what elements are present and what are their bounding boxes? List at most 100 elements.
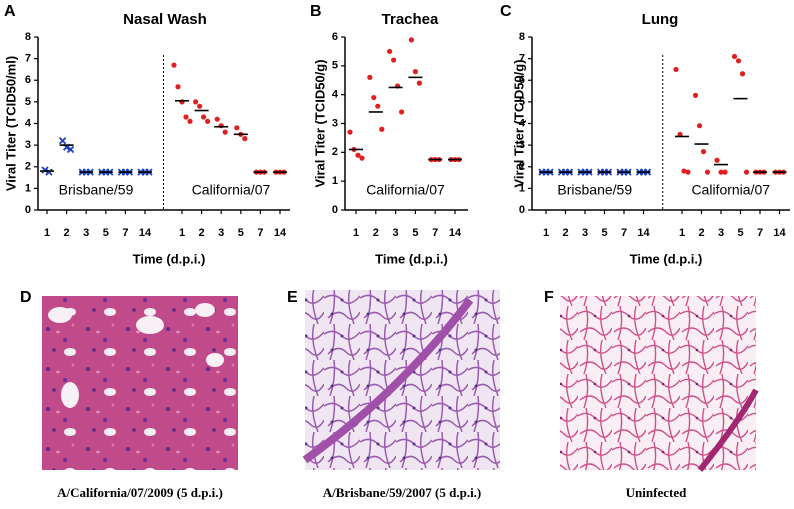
data-point — [739, 71, 746, 77]
y-tick-label: 0 — [25, 204, 31, 216]
y-tick-label: 8 — [519, 31, 525, 43]
y-tick-label: 5 — [25, 96, 31, 108]
x-tick-label: 1 — [543, 227, 549, 239]
x-tick-label: 14 — [773, 227, 786, 239]
y-tick-label: 3 — [519, 139, 525, 151]
micrograph — [560, 296, 756, 470]
data-point — [673, 66, 679, 73]
data-point — [704, 169, 711, 175]
data-point — [696, 123, 703, 129]
y-tick-label: 4 — [25, 117, 32, 129]
data-point — [391, 57, 397, 63]
data-point — [187, 118, 193, 124]
chart-title: Nasal Wash — [123, 11, 207, 28]
x-tick-label: 7 — [122, 227, 128, 239]
y-axis-title: Viral Titer (TCID50/g) — [312, 59, 327, 187]
y-tick-label: 1 — [519, 182, 525, 194]
data-point — [175, 84, 181, 90]
y-tick-label: 6 — [519, 74, 525, 86]
y-tick-label: 0 — [519, 204, 525, 216]
x-tick-label: 7 — [257, 227, 263, 239]
data-point — [201, 114, 207, 120]
dot-plot: A Nasal Wash Viral Titer (TCID50/ml) 0 1 2 3 4 5… — [3, 3, 290, 266]
panel-letter: B — [310, 3, 322, 20]
group-label: Brisbane/59 — [557, 182, 632, 198]
x-tick-label: 1 — [44, 227, 50, 239]
group-label: California/07 — [691, 182, 770, 198]
x-tick-label: 5 — [737, 227, 743, 239]
x-tick-label: 5 — [103, 227, 109, 239]
data-point — [379, 126, 385, 132]
y-tick-label: 5 — [519, 96, 525, 108]
data-point — [171, 62, 177, 68]
x-tick-label: 3 — [218, 227, 224, 239]
y-tick-label: 4 — [519, 117, 526, 129]
data-point — [205, 118, 211, 124]
data-point — [193, 99, 199, 105]
x-tick-label: 2 — [562, 227, 568, 239]
y-tick-label: 2 — [519, 161, 525, 173]
x-tick-label: 1 — [679, 227, 685, 239]
data-point — [355, 152, 361, 158]
panel-letter: E — [287, 289, 298, 306]
y-tick-label: 1 — [25, 182, 31, 194]
group-label: California/07 — [366, 182, 445, 198]
x-tick-label: 1 — [179, 227, 185, 239]
data-point — [735, 58, 742, 64]
panel-caption: A/Brisbane/59/2007 (5 d.p.i.) — [323, 485, 482, 500]
x-tick-label: 3 — [582, 227, 588, 239]
data-point — [387, 48, 393, 55]
data-point — [743, 169, 750, 175]
data-point — [685, 169, 691, 175]
data-point — [66, 145, 75, 154]
y-tick-label: 7 — [25, 53, 31, 65]
y-tick-label: 0 — [332, 204, 338, 216]
data-point — [41, 166, 49, 174]
dot-plot: B Trachea Viral Titer (TCID50/g) 0 1 2 3 4 5 6 1 2 3… — [310, 3, 468, 266]
data-point — [242, 136, 248, 142]
data-point — [681, 168, 687, 174]
data-point — [214, 116, 220, 122]
data-point — [718, 169, 724, 175]
x-tick-label: 3 — [393, 227, 399, 239]
y-tick-label: 6 — [25, 74, 31, 86]
group-label: California/07 — [192, 182, 271, 198]
y-axis-title: Viral Titer (TCID50/ml) — [3, 56, 18, 191]
panel-letter: C — [500, 3, 512, 20]
x-tick-label: 2 — [64, 227, 70, 239]
y-tick-label: 3 — [332, 117, 338, 129]
data-point — [371, 94, 377, 101]
chart-title: Lung — [642, 11, 679, 28]
data-point — [408, 37, 414, 43]
panel-letter: F — [544, 289, 554, 306]
x-tick-label: 5 — [601, 227, 607, 239]
data-point — [700, 149, 707, 155]
y-tick-label: 8 — [25, 31, 31, 43]
x-tick-label: 3 — [83, 227, 89, 239]
x-tick-label: 5 — [238, 227, 244, 239]
charts: A Nasal Wash Viral Titer (TCID50/ml) 0 1 2 3 4 5… — [3, 3, 790, 266]
x-tick-label: 2 — [698, 227, 704, 239]
data-point — [367, 74, 373, 80]
y-tick-label: 7 — [519, 53, 525, 65]
data-point — [58, 137, 67, 145]
x-tick-label: 5 — [412, 227, 418, 239]
data-point — [412, 69, 418, 75]
y-tick-label: 5 — [332, 60, 338, 72]
data-point — [692, 92, 699, 98]
x-tick-label: 2 — [373, 227, 379, 239]
x-tick-label: 14 — [139, 227, 152, 239]
x-tick-label: 2 — [199, 227, 205, 239]
x-tick-label: 3 — [718, 227, 724, 239]
data-point — [234, 125, 240, 131]
data-point — [375, 103, 381, 109]
panel-caption: A/California/07/2009 (5 d.p.i.) — [57, 485, 223, 500]
data-point — [359, 155, 365, 161]
data-point — [45, 168, 53, 176]
x-tick-label: 1 — [353, 227, 359, 239]
data-point — [347, 129, 353, 135]
data-point — [416, 80, 422, 86]
x-axis-title: Time (d.p.i.) — [133, 251, 206, 266]
panel-letter: D — [20, 289, 32, 306]
